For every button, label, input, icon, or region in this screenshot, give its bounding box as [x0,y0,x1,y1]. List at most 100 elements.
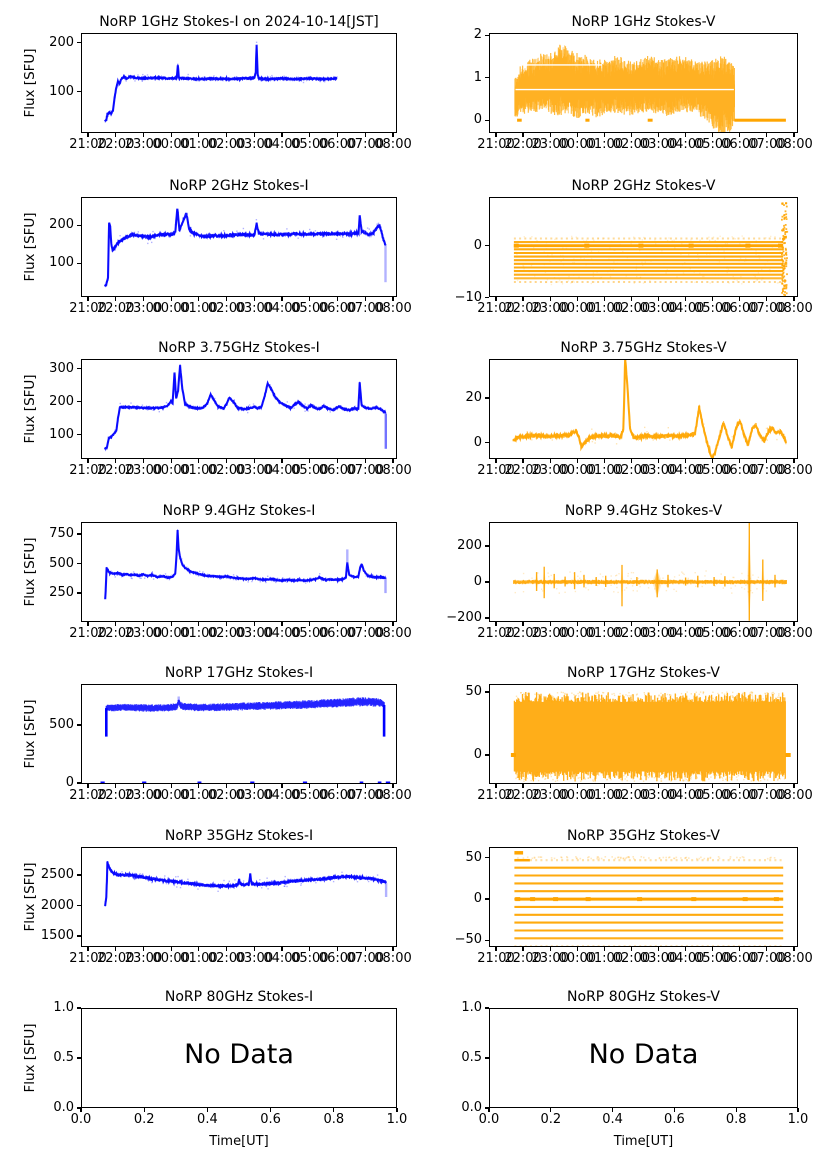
norp-1ghz-stokes-v-xtick-mark [603,133,605,137]
norp-2ghz-stokes-i-xtick-label: 06:00 [318,301,357,316]
norp-9.4ghz-stokes-v-ytick-label: 200 [457,537,482,553]
norp-9.4ghz-stokes-i-xtick-label: 07:00 [346,626,384,641]
norp-2ghz-stokes-v-xtick-label: 08:00 [775,301,813,316]
norp-80ghz-stokes-v-xtick-mark [612,1108,614,1112]
norp-17ghz-stokes-v-xtick-mark [576,784,578,788]
norp-1ghz-stokes-v-xtick-label: 08:00 [775,137,813,152]
norp-17ghz-stokes-i-xtick-label: 02:00 [207,788,246,803]
norp-2ghz-stokes-v-xtick-mark [603,297,605,301]
norp-2ghz-stokes-v-xtick-label: 00:00 [558,301,596,316]
norp-9.4ghz-stokes-i-ytick-mark [77,562,81,565]
norp-80ghz-stokes-v-xtick-mark [488,1108,490,1112]
norp-1ghz-stokes-v-xtick-mark [522,133,524,137]
norp-17ghz-stokes-i-plot-area [81,684,397,784]
norp-3.75ghz-stokes-i-xtick-label: 03:00 [235,463,274,478]
norp-2ghz-stokes-v-plot-area [489,197,798,297]
norp-1ghz-stokes-v-xtick-mark [576,133,578,137]
norp-2ghz-stokes-v-xtick-label: 23:00 [531,301,569,316]
norp-2ghz-stokes-i-xtick-mark [364,297,366,301]
norp-9.4ghz-stokes-i-xtick-mark [198,622,200,626]
norp-2ghz-stokes-v-title: NoRP 2GHz Stokes-V [571,178,716,194]
norp-9.4ghz-stokes-i-xtick-label: 08:00 [374,626,412,641]
norp-9.4ghz-stokes-v-ytick-mark [485,581,489,583]
norp-80ghz-stokes-i-plot-area [81,1008,397,1108]
norp-1ghz-stokes-i-ylabel: Flux [SFU] [22,48,38,118]
norp-9.4ghz-stokes-i-xtick-mark [226,622,228,626]
norp-17ghz-stokes-i-ytick-mark [77,782,81,784]
norp-80ghz-stokes-v-xtick-mark [550,1108,552,1112]
norp-3.75ghz-stokes-i-xtick-mark [281,459,283,463]
norp-35ghz-stokes-v-xtick-label: 21:00 [477,951,515,966]
norp-80ghz-stokes-i-xtick-mark [333,1108,335,1112]
norp-80ghz-stokes-v-xlabel: Time[UT] [613,1134,674,1149]
norp-17ghz-stokes-v-xtick-mark [603,784,605,788]
norp-1ghz-stokes-v-xtick-mark [739,133,741,137]
norp-35ghz-stokes-i-xtick-mark [364,947,366,951]
norp-35ghz-stokes-v-ytick-mark [485,857,489,859]
norp-35ghz-stokes-i-xtick-mark [336,947,339,951]
norp-3.75ghz-stokes-i-xtick-mark [170,459,172,463]
norp-9.4ghz-stokes-i-xtick-mark [142,622,145,626]
norp-35ghz-stokes-v-xtick-label: 01:00 [585,951,624,966]
norp-35ghz-stokes-v-ytick-label: 0 [473,891,482,907]
norp-9.4ghz-stokes-v-xtick-label: 07:00 [748,626,786,641]
norp-2ghz-stokes-v-xtick-label: 01:00 [585,301,624,316]
norp-35ghz-stokes-i-xtick-mark [281,947,283,951]
norp-3.75ghz-stokes-v-xtick-label: 22:00 [504,463,542,478]
norp-35ghz-stokes-v-xtick-label: 08:00 [775,951,813,966]
norp-2ghz-stokes-i-xtick-mark [253,297,255,301]
norp-35ghz-stokes-i-xtick-mark [115,947,117,951]
norp-9.4ghz-stokes-i-xtick-label: 03:00 [235,626,274,641]
norp-35ghz-stokes-v-xtick-label: 06:00 [721,951,759,966]
norp-2ghz-stokes-i-xtick-label: 21:00 [69,301,107,316]
norp-80ghz-stokes-v-xtick-mark [673,1108,675,1112]
norp-80ghz-stokes-i-ytick-mark [77,1107,81,1109]
norp-35ghz-stokes-i-xtick-mark [87,947,89,951]
norp-9.4ghz-stokes-v-xtick-label: 06:00 [721,626,759,641]
norp-9.4ghz-stokes-i-ytick-mark [77,592,81,594]
norp-80ghz-stokes-v-no-data-text: No Data [588,1039,699,1070]
norp-17ghz-stokes-i-xtick-mark [253,784,255,788]
norp-80ghz-stokes-i-ytick-label: 1.0 [53,1000,74,1015]
norp-3.75ghz-stokes-i-ytick-mark [77,368,81,370]
norp-3.75ghz-stokes-v-xtick-mark [549,459,551,463]
norp-3.75ghz-stokes-i-xtick-label: 21:00 [69,463,107,478]
norp-1ghz-stokes-v-xtick-mark [712,133,714,137]
norp-80ghz-stokes-i-xtick-mark [396,1108,398,1112]
norp-80ghz-stokes-v-xtick-label: 1.0 [787,1112,809,1127]
norp-17ghz-stokes-v-xtick-mark [657,784,660,788]
norp-9.4ghz-stokes-v-xtick-mark [495,622,497,626]
norp-17ghz-stokes-v-xtick-mark [712,784,714,788]
norp-3.75ghz-stokes-v-plot-area [489,359,798,459]
norp-2ghz-stokes-i-xtick-label: 23:00 [124,301,163,316]
norp-9.4ghz-stokes-v-ytick-label: −200 [446,610,482,626]
norp-3.75ghz-stokes-i-ytick-label: 200 [49,393,74,409]
norp-35ghz-stokes-v-xtick-label: 23:00 [531,951,569,966]
norp-35ghz-stokes-i-ytick-mark [77,874,81,876]
norp-1ghz-stokes-v-xtick-label: 04:00 [666,137,705,152]
norp-3.75ghz-stokes-i-xtick-label: 01:00 [180,463,218,478]
norp-35ghz-stokes-v-ytick-mark [485,939,489,941]
norp-1ghz-stokes-i-xtick-mark [115,133,117,137]
norp-2ghz-stokes-i-ytick-mark [77,262,81,264]
norp-1ghz-stokes-v-xtick-label: 22:00 [504,137,542,152]
norp-3.75ghz-stokes-v-xtick-label: 02:00 [612,463,651,478]
norp-3.75ghz-stokes-i-ytick-label: 100 [49,426,74,442]
norp-35ghz-stokes-i-xtick-mark [170,947,172,951]
norp-17ghz-stokes-i-xtick-label: 22:00 [96,788,135,803]
norp-9.4ghz-stokes-i-xtick-mark [87,622,89,626]
norp-2ghz-stokes-v-xtick-label: 05:00 [693,301,732,316]
norp-9.4ghz-stokes-i-xtick-label: 21:00 [69,626,107,641]
norp-35ghz-stokes-v-xtick-mark [657,947,660,951]
norp-17ghz-stokes-i-ytick-label: 0 [65,774,74,790]
norp-1ghz-stokes-i-xtick-label: 08:00 [374,137,412,152]
norp-3.75ghz-stokes-v-ytick-label: 0 [473,434,482,450]
norp-35ghz-stokes-i-xtick-mark [198,947,200,951]
norp-1ghz-stokes-i-xtick-mark [392,133,394,137]
norp-80ghz-stokes-i-xtick-label: 0.0 [70,1112,92,1127]
norp-9.4ghz-stokes-v-xtick-mark [603,622,605,626]
norp-17ghz-stokes-v-xtick-label: 03:00 [639,788,678,803]
norp-2ghz-stokes-i-xtick-mark [309,297,311,301]
norp-1ghz-stokes-i-xtick-label: 06:00 [318,137,357,152]
